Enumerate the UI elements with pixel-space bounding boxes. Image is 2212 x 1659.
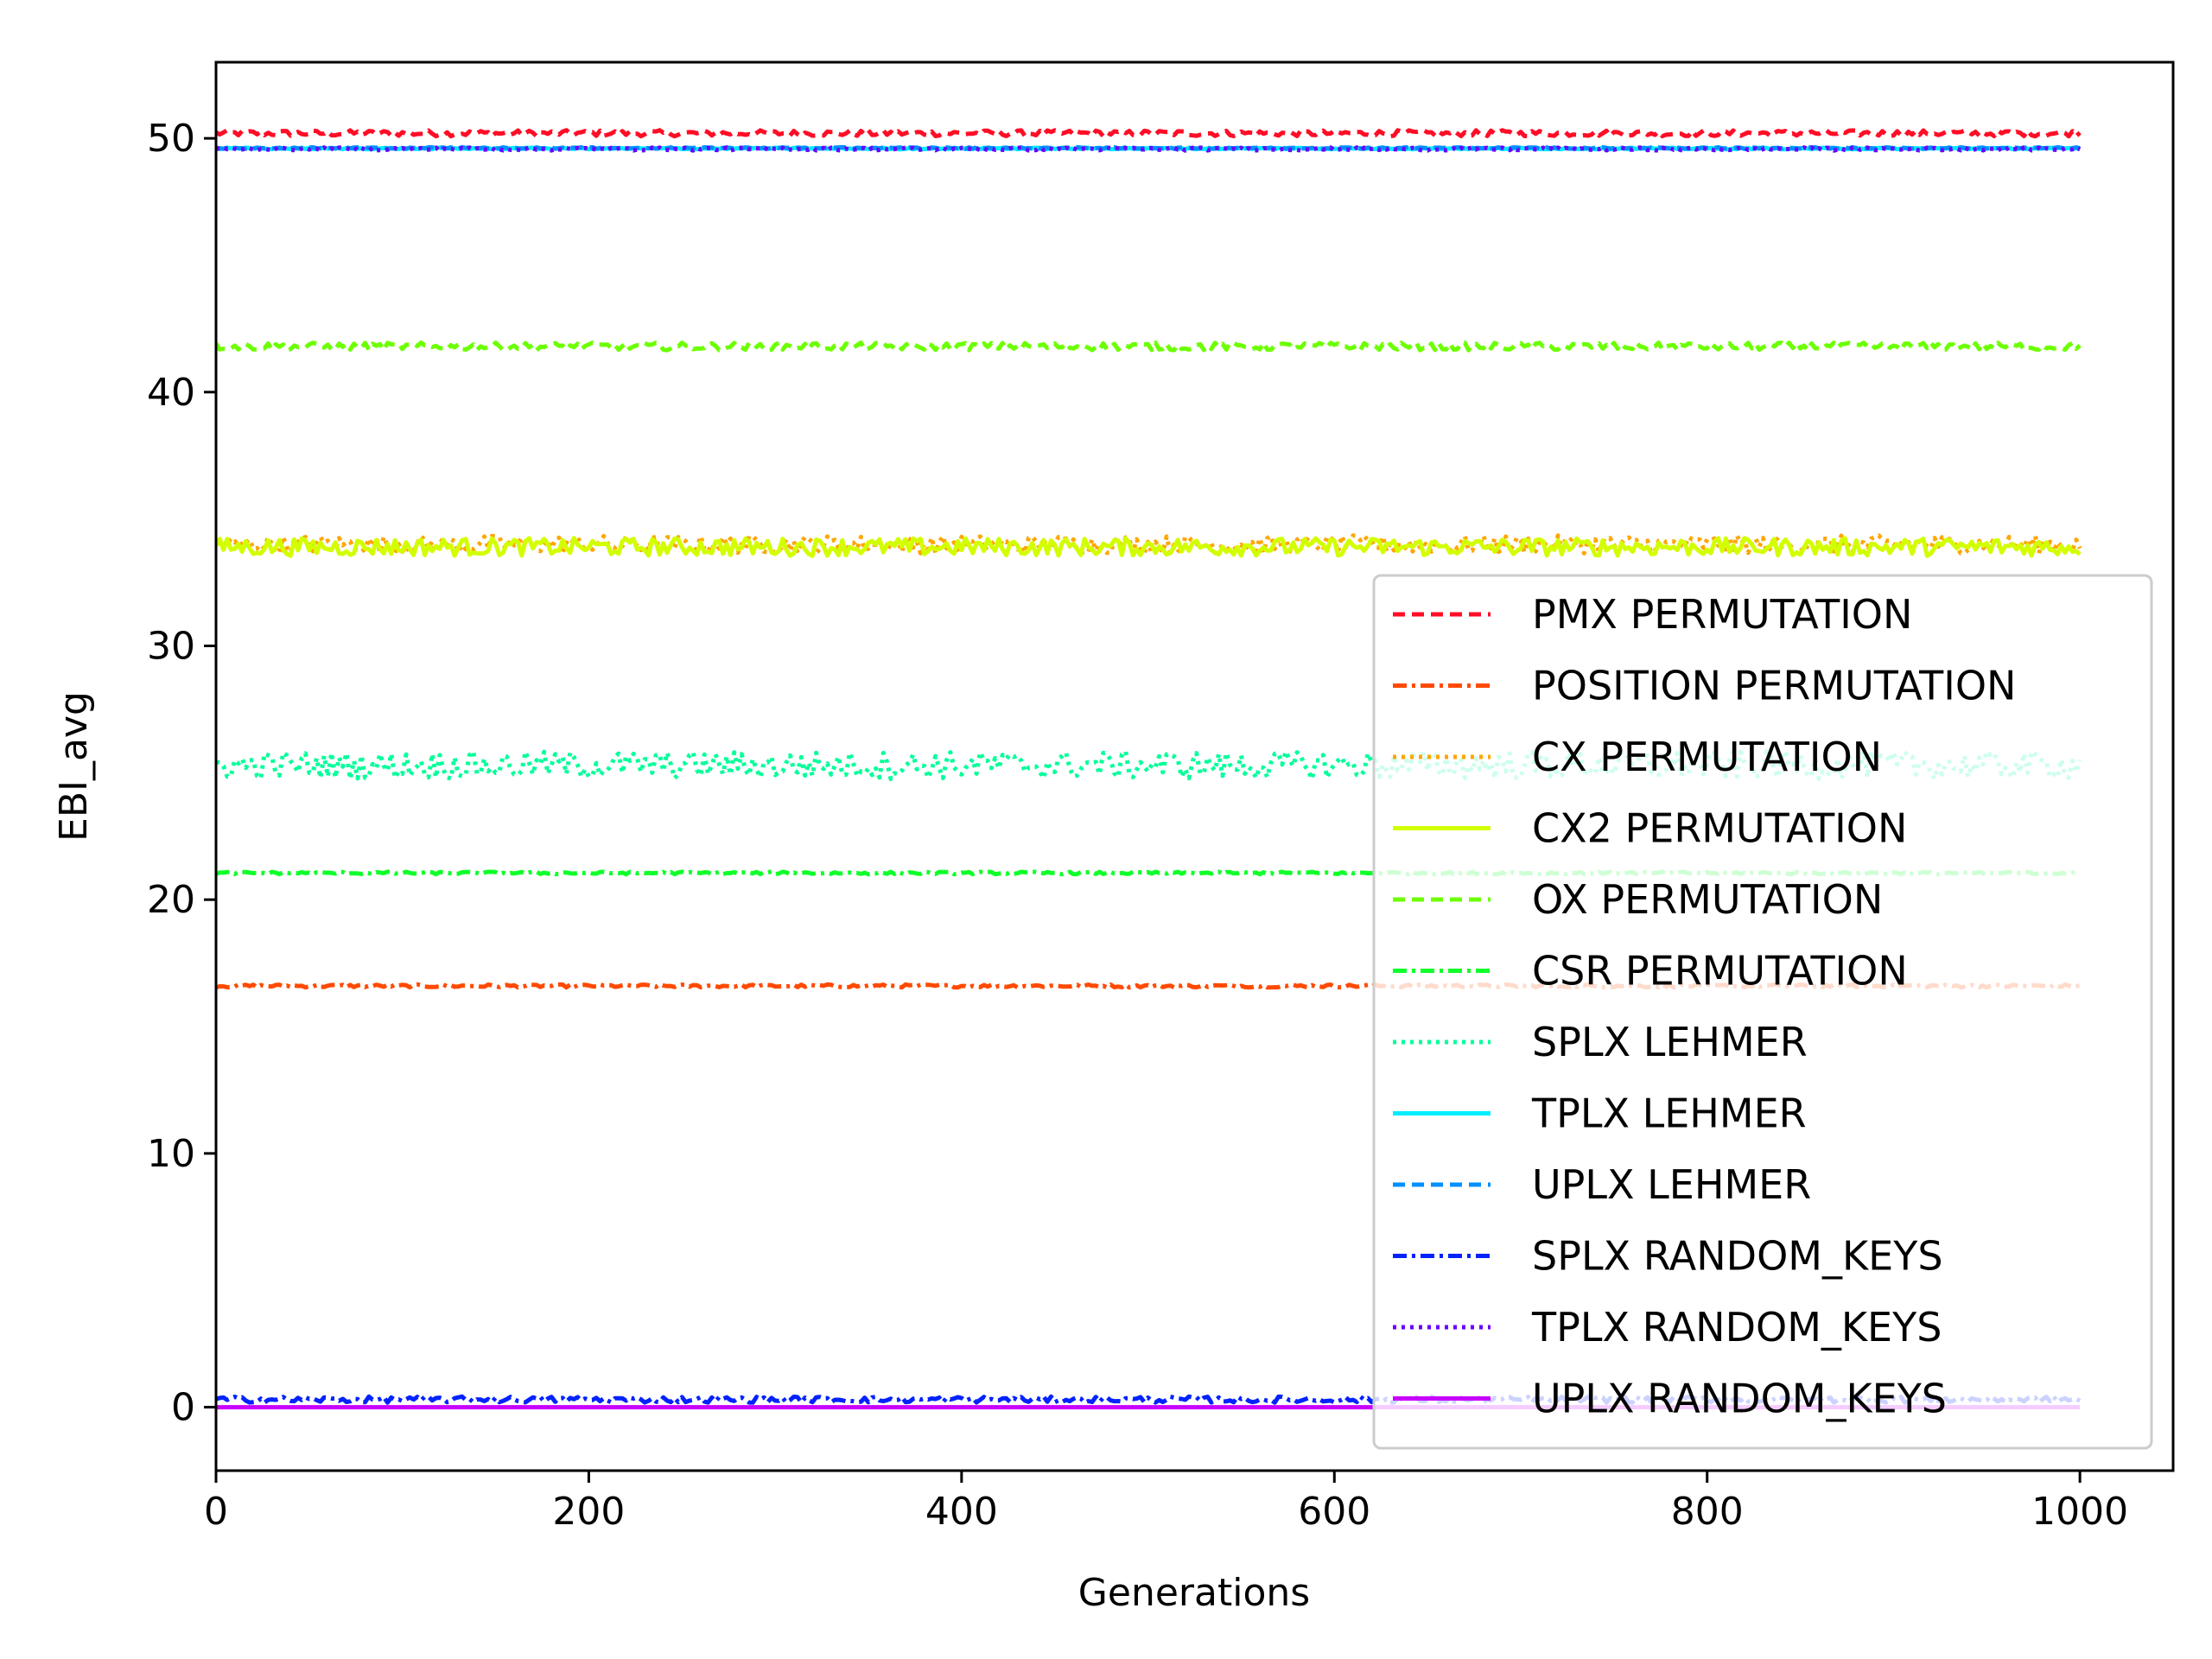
series-line [216,748,2082,782]
legend-label: TPLX LEHMER [1531,1090,1807,1137]
series-line [216,128,2082,139]
x-tick-label: 800 [1671,1490,1744,1534]
plot-frame [214,60,2175,1472]
x-axis-label: Generations [1078,1571,1310,1615]
x-tick-label: 400 [925,1490,998,1534]
legend-label: UPLX LEHMER [1532,1161,1811,1208]
legend-label: POSITION PERMUTATION [1532,663,2016,709]
series-line [216,145,2082,153]
legend-label: CX2 PERMUTATION [1532,805,1907,852]
y-axis-ticks: 0 10 20 30 40 50 [147,117,216,1430]
legend-label: CX PERMUTATION [1532,734,1882,780]
y-tick-label: 20 [147,878,195,922]
y-tick-label: 0 [171,1386,195,1430]
legend-label: SPLX LEHMER [1532,1019,1808,1065]
legend-label: PMX PERMUTATION [1532,591,1912,638]
legend-label: OX PERMUTATION [1532,876,1883,923]
y-tick-label: 40 [147,371,195,415]
series-line [216,340,2082,353]
legend-label: TPLX RANDOM_KEYS [1531,1304,1942,1351]
y-tick-label: 10 [147,1132,195,1176]
series-line [216,1394,2082,1405]
legend-label: UPLX RANDOM_KEYS [1532,1376,1947,1422]
legend-label: CSR PERMUTATION [1532,948,1908,995]
x-tick-label: 600 [1298,1490,1370,1534]
legend: PMX PERMUTATION POSITION PERMUTATION CX PE… [1372,574,2153,1450]
legend-box [1372,574,2153,1450]
series-line [216,536,2082,558]
legend-label: SPLX RANDOM_KEYS [1532,1233,1943,1280]
x-tick-label: 1000 [2031,1490,2128,1534]
y-tick-label: 50 [147,117,195,161]
y-tick-label: 30 [147,624,195,668]
y-axis-label: EBI_avg [52,691,96,842]
x-axis-ticks: 0 200 400 600 800 1000 [204,1471,2128,1534]
x-tick-label: 0 [204,1490,228,1534]
x-tick-label: 200 [552,1490,625,1534]
